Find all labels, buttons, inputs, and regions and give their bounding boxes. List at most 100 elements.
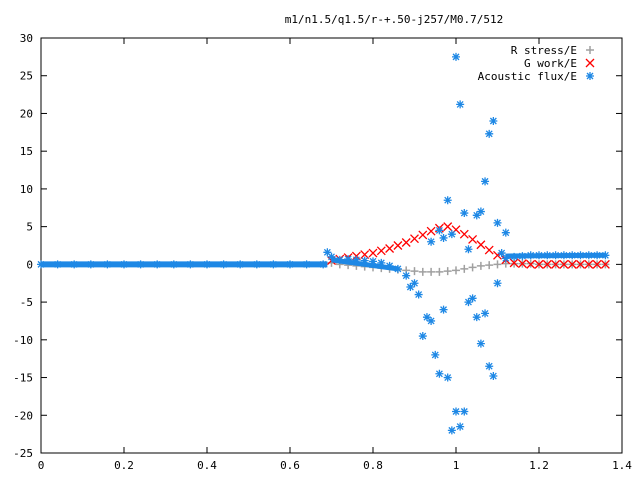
data-point <box>236 260 245 269</box>
data-point <box>418 267 427 276</box>
data-point <box>53 260 62 269</box>
data-point <box>601 251 610 260</box>
data-point <box>476 240 486 250</box>
data-point <box>435 369 444 378</box>
data-point <box>427 316 436 325</box>
y-tick-label: -20 <box>13 409 33 422</box>
data-point <box>37 260 45 269</box>
data-point <box>452 266 460 275</box>
data-point <box>526 259 536 269</box>
data-point <box>510 252 519 261</box>
data-point <box>103 260 112 269</box>
data-point <box>476 339 485 348</box>
data-point <box>559 251 568 260</box>
data-point <box>460 407 469 416</box>
y-tick-label: 30 <box>20 32 33 45</box>
plot-frame <box>40 37 623 454</box>
data-point <box>485 261 494 270</box>
y-tick-label: 10 <box>20 183 33 196</box>
data-point <box>593 251 602 260</box>
data-point <box>481 177 490 186</box>
data-point <box>120 260 128 269</box>
data-point <box>447 230 456 239</box>
data-point <box>153 260 162 269</box>
data-point <box>485 362 494 371</box>
data-point <box>302 260 311 269</box>
data-point <box>335 255 344 264</box>
data-point <box>435 267 444 276</box>
data-point <box>443 373 452 382</box>
data-point <box>456 422 465 431</box>
y-tick-label: 20 <box>20 107 33 120</box>
data-point <box>534 259 544 269</box>
data-point <box>327 252 336 261</box>
data-point <box>385 261 394 270</box>
y-tick-label: 25 <box>20 70 33 83</box>
data-point <box>526 251 535 260</box>
data-point <box>269 260 278 269</box>
data-point <box>418 230 428 240</box>
data-point <box>414 290 423 299</box>
data-point <box>344 255 353 264</box>
x-tick-label: 0.4 <box>197 459 217 472</box>
data-point <box>136 260 145 269</box>
legend-label: G work/E <box>524 57 577 70</box>
data-point <box>427 267 436 276</box>
data-point <box>385 244 395 253</box>
x-tick-label: 0.2 <box>114 459 134 472</box>
data-point <box>468 263 477 272</box>
data-point <box>568 251 577 260</box>
data-point <box>402 271 411 280</box>
data-point <box>369 257 377 266</box>
data-point <box>489 117 498 125</box>
data-point <box>497 249 506 258</box>
legend-marker <box>586 46 594 54</box>
x-tick-label: 0.8 <box>363 459 383 472</box>
data-point <box>360 256 369 265</box>
data-point <box>509 258 519 268</box>
data-point <box>592 259 602 269</box>
data-point <box>410 234 419 244</box>
data-point <box>584 259 594 269</box>
data-point <box>551 259 561 269</box>
data-point <box>518 252 527 261</box>
data-point <box>70 260 79 269</box>
y-tick-label: 15 <box>20 145 33 158</box>
data-point <box>567 259 577 269</box>
y-tick-label: -5 <box>20 296 33 309</box>
y-tick-label: -10 <box>13 334 33 347</box>
data-point <box>426 226 436 236</box>
data-point <box>600 259 610 269</box>
data-point <box>376 246 386 256</box>
data-point <box>464 298 473 307</box>
data-point <box>439 233 448 242</box>
legend-label: R stress/E <box>511 44 577 57</box>
data-point <box>576 259 585 269</box>
data-point <box>459 229 469 239</box>
x-tick-label: 0.6 <box>280 459 300 472</box>
data-point <box>252 260 261 269</box>
series-2 <box>37 52 610 435</box>
data-point <box>360 250 370 260</box>
data-point <box>377 258 386 267</box>
data-point <box>169 260 178 269</box>
data-point <box>418 332 427 341</box>
data-point <box>493 218 502 227</box>
data-point <box>203 260 211 269</box>
x-tick-label: 1.4 <box>612 459 632 472</box>
data-point <box>484 245 494 255</box>
data-point <box>559 259 569 269</box>
data-point <box>286 260 294 269</box>
data-point <box>86 260 95 269</box>
data-point <box>472 211 481 220</box>
data-point <box>422 313 431 322</box>
data-point <box>427 237 436 246</box>
data-point <box>472 313 481 322</box>
data-point <box>439 305 448 314</box>
data-point <box>435 226 444 235</box>
data-point <box>352 255 361 264</box>
data-point <box>535 251 543 260</box>
legend-label: Acoustic flux/E <box>478 70 577 83</box>
